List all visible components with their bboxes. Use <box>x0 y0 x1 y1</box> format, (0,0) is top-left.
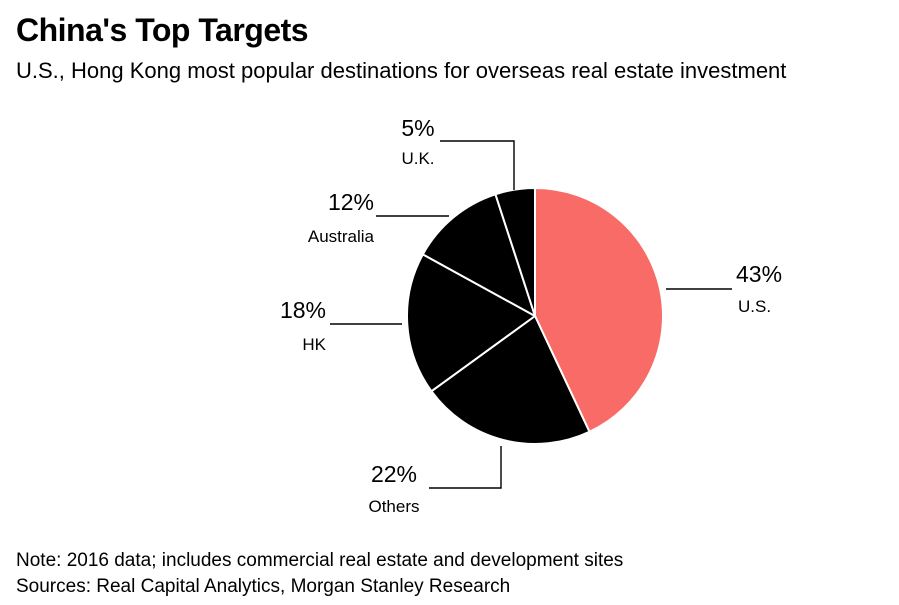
value-label-us: 43% <box>736 261 782 287</box>
value-label-others: 22% <box>371 461 417 487</box>
leader-line-others <box>429 446 502 489</box>
slice-label-australia: Australia <box>308 227 375 246</box>
chart-note: Note: 2016 data; includes commercial rea… <box>16 550 624 571</box>
value-label-hk: 18% <box>280 297 326 323</box>
value-label-uk: 5% <box>401 115 434 141</box>
chart-sources: Sources: Real Capital Analytics, Morgan … <box>16 576 511 597</box>
pie-slice-uk <box>494 187 536 317</box>
pie-slice-others <box>430 315 591 445</box>
chart-footer: Note: 2016 data; includes commercial rea… <box>16 548 623 600</box>
pie-slice-us <box>534 187 664 433</box>
slice-label-uk: U.K. <box>401 149 434 168</box>
slice-label-us: U.S. <box>738 297 771 316</box>
pie-chart: 5% U.K. 12% Australia 18% HK 43% U.S. 22… <box>280 115 782 516</box>
pie-slice-australia <box>421 193 536 317</box>
chart-subtitle: U.S., Hong Kong most popular destination… <box>16 58 787 83</box>
slice-label-others: Others <box>368 497 419 516</box>
chart-title: China's Top Targets <box>16 12 309 48</box>
value-label-australia: 12% <box>328 189 374 215</box>
leader-lines <box>330 140 732 489</box>
slice-label-hk: HK <box>302 335 326 354</box>
pie-slice-hk <box>406 253 536 393</box>
leader-line-uk <box>440 140 515 190</box>
pie-slices <box>406 187 664 445</box>
